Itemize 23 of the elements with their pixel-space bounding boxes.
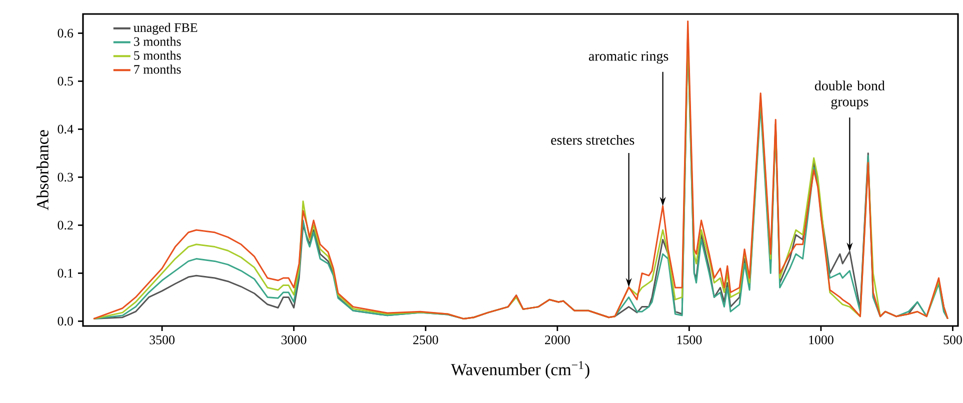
x-tick-label: 500 — [944, 336, 962, 344]
x-axis-title: Wavenumber (cm$^{−1}$) — [450, 361, 590, 379]
y-tick-label: 0.4 — [58, 124, 74, 134]
legend-label: 3 months — [134, 36, 181, 46]
x-tick-label: 1500 — [677, 336, 702, 344]
x-tick-label: 2500 — [413, 336, 438, 344]
y-tick-label: 0.0 — [58, 316, 73, 326]
x-tick-label: 1000 — [809, 336, 834, 344]
legend-label: 7 months — [134, 64, 181, 74]
y-tick-label: 0.1 — [58, 268, 73, 278]
legend-label: 5 months — [134, 50, 181, 60]
annotation: aromatic rings — [588, 51, 668, 64]
legend-label: unaged FBE — [134, 22, 198, 35]
x-tick-label: 3000 — [282, 336, 306, 344]
y-tick-label: 0.3 — [58, 172, 73, 182]
y-axis-title: Absorbance — [36, 130, 48, 210]
x-tick-label: 3500 — [150, 336, 175, 344]
x-tick-label: 2000 — [545, 336, 570, 344]
annotation: esters stretches — [551, 134, 634, 145]
y-tick-label: 0.2 — [58, 220, 73, 230]
y-tick-label: 0.6 — [58, 28, 74, 38]
annotation: double bond groups — [814, 80, 885, 110]
y-tick-label: 0.5 — [58, 76, 73, 86]
